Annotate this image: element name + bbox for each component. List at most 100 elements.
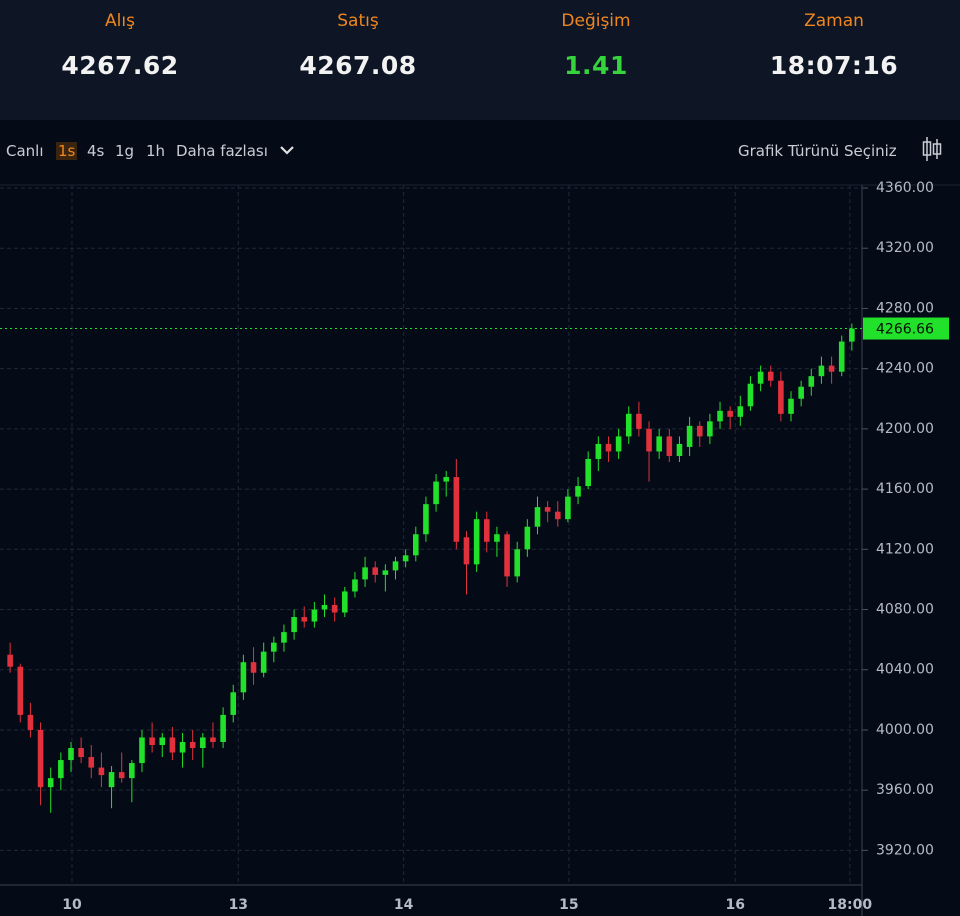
y-tick-label: 3960.00 [876, 782, 934, 798]
candle-body [78, 748, 84, 758]
candle-body [615, 436, 622, 452]
period-button[interactable]: 1s [56, 142, 78, 160]
candle-body [260, 651, 267, 673]
candle-body [504, 534, 510, 577]
candle-body [189, 741, 196, 749]
candle-body [27, 714, 34, 730]
candle-body [372, 567, 379, 575]
quote-value: 4267.62 [61, 51, 179, 80]
candle-body [676, 443, 683, 456]
more-button[interactable]: Daha fazlası [176, 142, 268, 160]
quote-value: 1.41 [564, 51, 628, 80]
period-button[interactable]: 4s [87, 142, 105, 160]
candle-body [149, 737, 155, 745]
candle-body [717, 410, 723, 422]
quote-cell: Zaman 18:07:16 [714, 0, 954, 80]
candle-body [656, 436, 662, 452]
candle-body [58, 760, 64, 779]
candle-body [747, 383, 754, 407]
candle-body [473, 519, 480, 565]
quote-header: Alış 4267.62 Satış 4267.08 Değişim 1.41 Zaman 1… [0, 0, 960, 120]
candle-body [788, 398, 794, 414]
candle-body [98, 767, 105, 776]
quote-value: 18:07:16 [769, 51, 899, 80]
quote-label: Satış [337, 11, 379, 31]
candle-body [210, 737, 216, 742]
y-tick-label: 4200.00 [876, 421, 934, 437]
candle-body [392, 561, 399, 571]
candle-body [808, 376, 815, 387]
candle-body [382, 570, 389, 575]
period-button[interactable]: Canlı [6, 142, 44, 160]
candle-body [707, 421, 713, 437]
candle-body [849, 328, 855, 342]
candle-body [412, 534, 419, 556]
candle-body [544, 507, 551, 512]
candle-body [666, 436, 673, 456]
candle-body [362, 567, 368, 580]
y-tick-label: 4080.00 [876, 602, 934, 618]
candle-body [534, 507, 541, 527]
candle-body [271, 642, 277, 652]
y-tick-label: 4000.00 [876, 722, 934, 738]
candle-body [88, 757, 95, 768]
candle-body [17, 666, 24, 715]
candle-body [402, 555, 409, 562]
candle-body [118, 772, 125, 779]
candle-icon[interactable] [920, 136, 944, 162]
chart-type-button[interactable]: Grafik Türünü Seçiniz [738, 142, 897, 160]
y-tick-label: 4280.00 [876, 300, 934, 316]
candle-body [686, 425, 693, 447]
y-tick-label: 4320.00 [876, 240, 934, 256]
candle-body [443, 477, 450, 482]
candle-body [595, 443, 602, 459]
candle-body [605, 443, 612, 452]
last-price-box [863, 317, 949, 340]
candle-body [301, 617, 308, 622]
quote-cell: Değişim 1.41 [476, 0, 716, 80]
candle-body [737, 406, 744, 417]
candle-body [828, 365, 835, 372]
quote-cell: Alış 4267.62 [0, 0, 240, 80]
period-button[interactable]: 1h [146, 142, 166, 160]
chevron[interactable] [279, 145, 295, 157]
candle-body [524, 526, 531, 550]
last-price-label: 4266.66 [876, 322, 934, 338]
y-tick-label: 4040.00 [876, 662, 934, 678]
candle-body [179, 741, 186, 753]
candle-body [352, 579, 358, 592]
candle-body [494, 534, 500, 542]
candle-body [68, 748, 74, 761]
candle-body [220, 714, 226, 742]
candle-body [575, 486, 581, 497]
candle-body [757, 371, 764, 384]
x-tick-label: 15 [559, 897, 578, 913]
x-tick-label: 16 [725, 897, 744, 913]
candle-body [798, 386, 804, 399]
candle-body [818, 365, 825, 377]
candle-body [47, 778, 54, 788]
quote-cell: Satış 4267.08 [238, 0, 478, 80]
candle-body [838, 341, 845, 372]
candle-body [331, 605, 338, 613]
toolbar: Grafik Türünü Seçiniz Canlı 1s 4s 1g 1h Daha … [0, 128, 960, 174]
candle-body [321, 605, 328, 610]
candle-body [433, 481, 439, 505]
x-tick-label: 10 [62, 897, 82, 913]
candle-body [514, 549, 520, 577]
candle-body [159, 737, 166, 745]
quote-label: Zaman [804, 11, 864, 31]
candle-body [453, 477, 460, 542]
period-button[interactable]: 1g [115, 142, 135, 160]
candle-body [625, 413, 632, 437]
candle-body [727, 410, 733, 417]
candle-body [483, 519, 490, 542]
quote-label: Değişim [561, 11, 631, 31]
candle-body [463, 537, 470, 565]
candle-body [585, 458, 591, 487]
candle-body [565, 496, 571, 520]
quote-value: 4267.08 [299, 51, 417, 80]
candle-body [200, 737, 206, 749]
